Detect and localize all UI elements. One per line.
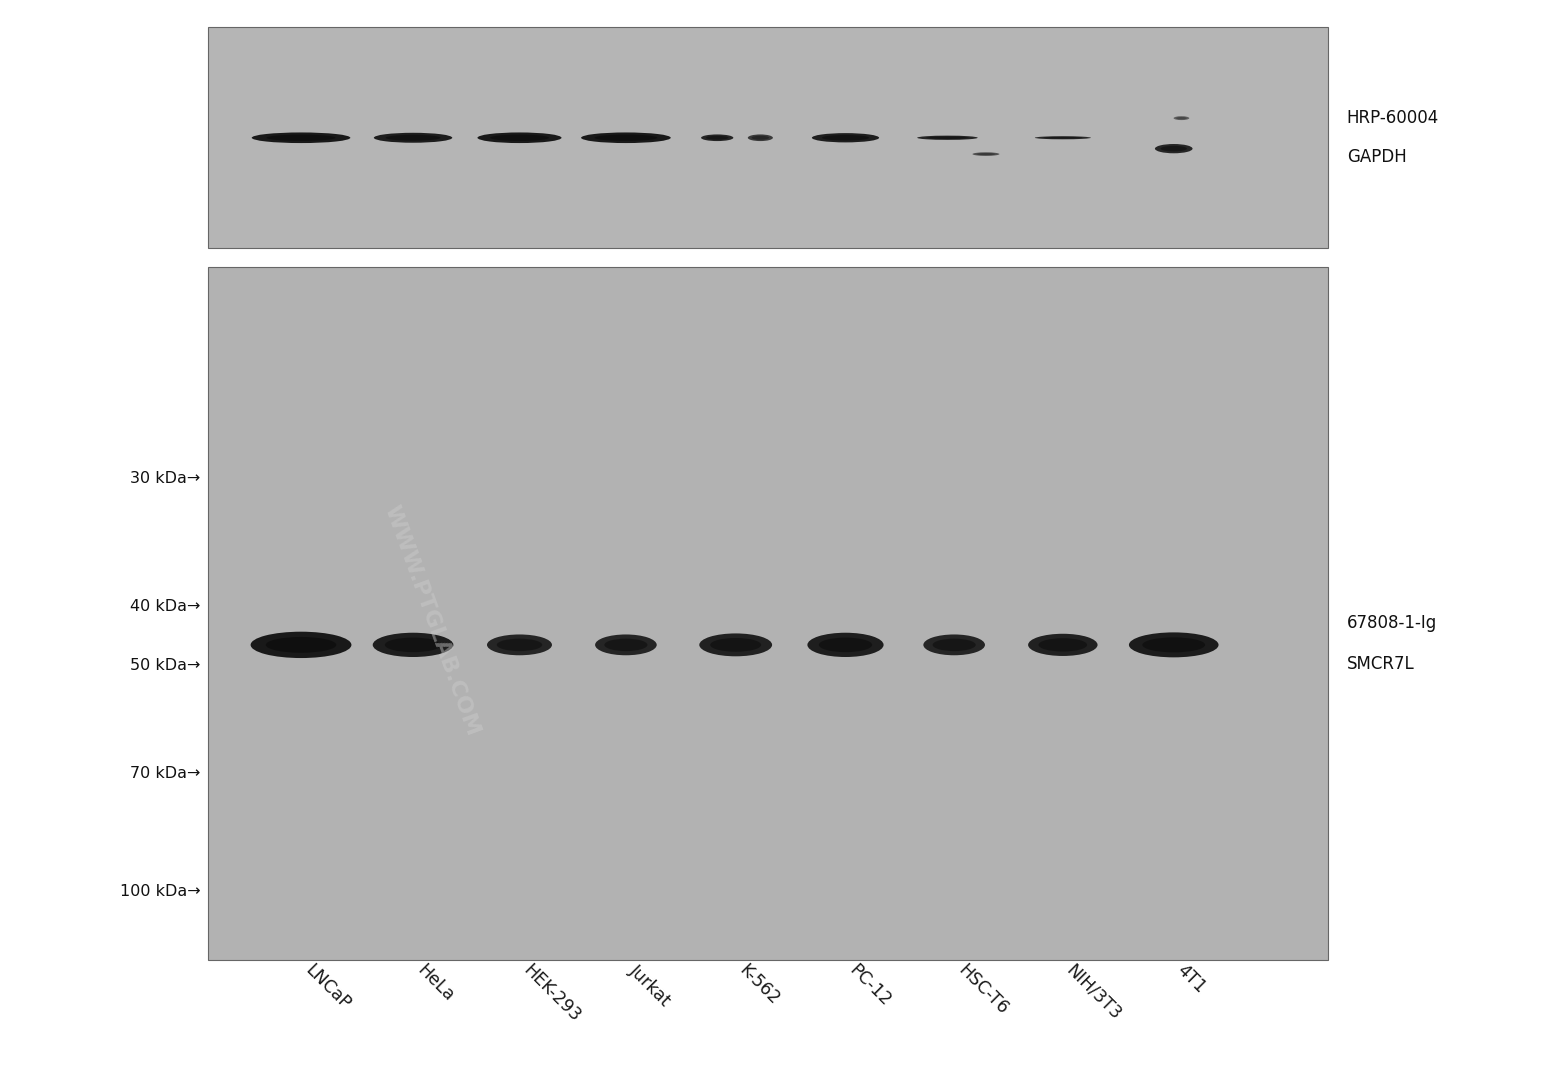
Text: HRP-60004: HRP-60004 — [1347, 109, 1439, 127]
Ellipse shape — [265, 637, 336, 652]
Ellipse shape — [267, 135, 336, 140]
Text: 67808-1-Ig: 67808-1-Ig — [1347, 614, 1438, 632]
Ellipse shape — [821, 135, 869, 140]
Text: HSC-T6: HSC-T6 — [954, 960, 1011, 1018]
Ellipse shape — [595, 135, 658, 140]
Bar — [208, 27, 1328, 248]
Ellipse shape — [932, 638, 975, 651]
Text: PC-12: PC-12 — [846, 960, 894, 1010]
Ellipse shape — [496, 638, 542, 651]
Text: 40 kDa→: 40 kDa→ — [129, 599, 200, 614]
Ellipse shape — [581, 133, 670, 143]
Text: 100 kDa→: 100 kDa→ — [120, 883, 200, 898]
Ellipse shape — [977, 154, 995, 155]
Ellipse shape — [972, 152, 1000, 156]
Ellipse shape — [374, 133, 452, 143]
Ellipse shape — [812, 133, 878, 143]
Ellipse shape — [1028, 634, 1097, 656]
Text: HeLa: HeLa — [413, 960, 458, 1005]
Ellipse shape — [490, 135, 549, 140]
Ellipse shape — [251, 133, 350, 143]
Ellipse shape — [1043, 137, 1082, 138]
Ellipse shape — [923, 635, 985, 656]
Ellipse shape — [604, 638, 647, 651]
Ellipse shape — [701, 134, 734, 142]
Ellipse shape — [747, 134, 774, 142]
Ellipse shape — [1036, 136, 1091, 139]
Text: Jurkat: Jurkat — [626, 960, 675, 1010]
Ellipse shape — [1130, 633, 1219, 658]
Ellipse shape — [1039, 638, 1086, 651]
Ellipse shape — [1174, 117, 1190, 120]
Text: NIH/3T3: NIH/3T3 — [1063, 960, 1125, 1023]
Ellipse shape — [1154, 144, 1193, 154]
Text: WWW.PTGLAB.COM: WWW.PTGLAB.COM — [381, 503, 482, 738]
Text: 30 kDa→: 30 kDa→ — [129, 470, 200, 486]
Ellipse shape — [706, 136, 729, 139]
Ellipse shape — [818, 637, 872, 652]
Text: LNCaP: LNCaP — [300, 960, 353, 1013]
Ellipse shape — [385, 135, 441, 140]
Ellipse shape — [478, 133, 561, 143]
Text: 4T1: 4T1 — [1174, 960, 1210, 996]
Ellipse shape — [700, 634, 772, 657]
Text: SMCR7L: SMCR7L — [1347, 656, 1415, 673]
Text: GAPDH: GAPDH — [1347, 148, 1407, 167]
Text: HEK-293: HEK-293 — [519, 960, 584, 1025]
Bar — [208, 267, 1328, 960]
Ellipse shape — [251, 632, 351, 658]
Ellipse shape — [752, 136, 769, 139]
Text: 50 kDa→: 50 kDa→ — [129, 658, 200, 673]
Ellipse shape — [1142, 637, 1205, 652]
Text: K-562: K-562 — [735, 960, 783, 1008]
Ellipse shape — [487, 635, 552, 656]
Text: 70 kDa→: 70 kDa→ — [129, 766, 200, 781]
Ellipse shape — [926, 136, 969, 139]
Ellipse shape — [1176, 117, 1187, 120]
Ellipse shape — [807, 633, 883, 657]
Ellipse shape — [385, 637, 441, 652]
Ellipse shape — [1160, 146, 1187, 151]
Ellipse shape — [710, 638, 761, 651]
Ellipse shape — [373, 633, 453, 657]
Ellipse shape — [917, 136, 977, 139]
Ellipse shape — [595, 635, 656, 656]
